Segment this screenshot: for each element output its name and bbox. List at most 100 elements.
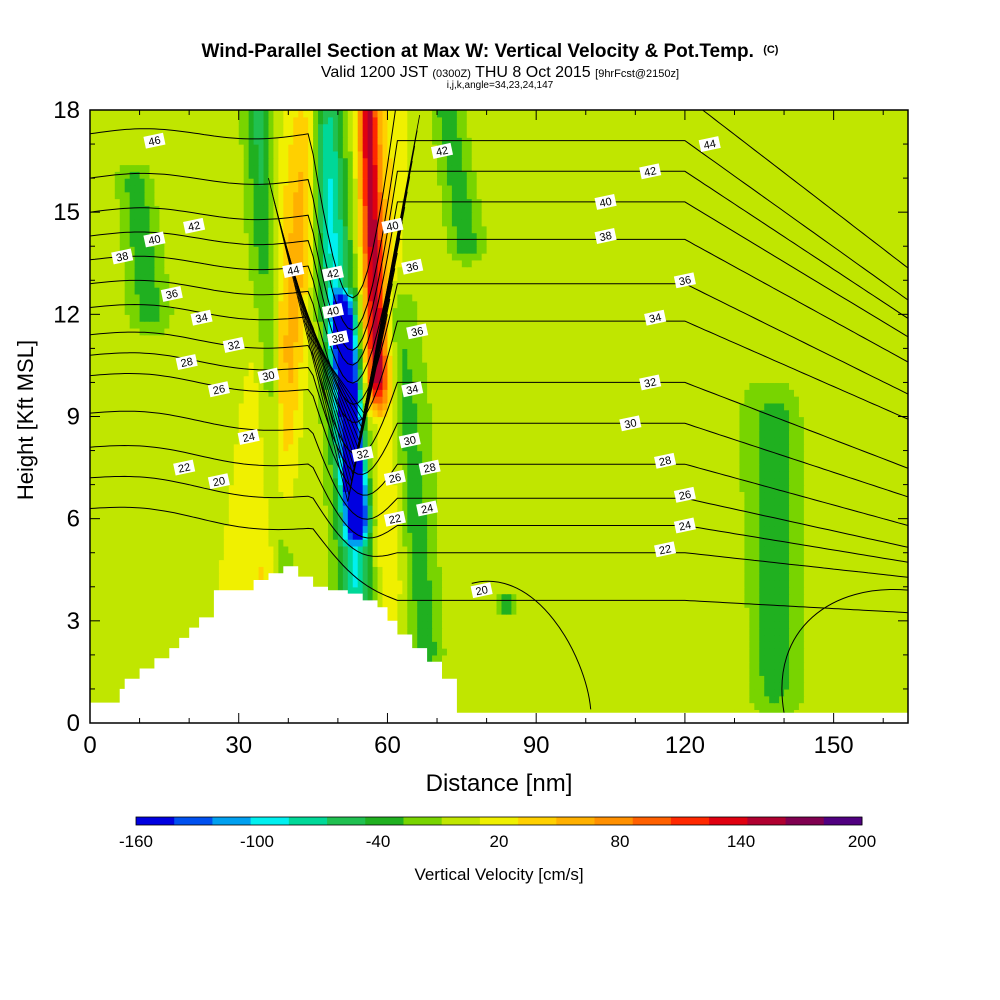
velocity-cell bbox=[570, 634, 577, 642]
velocity-cell bbox=[689, 539, 696, 547]
velocity-cell bbox=[714, 614, 721, 622]
velocity-cell bbox=[377, 586, 384, 595]
velocity-cell bbox=[199, 579, 205, 588]
velocity-cell bbox=[94, 525, 101, 533]
velocity-cell bbox=[114, 695, 121, 704]
velocity-cell bbox=[556, 579, 562, 588]
velocity-cell bbox=[233, 566, 240, 574]
velocity-cell bbox=[273, 559, 279, 567]
velocity-cell bbox=[858, 634, 864, 642]
velocity-cell bbox=[665, 518, 671, 527]
velocity-cell bbox=[759, 579, 765, 588]
velocity-cell bbox=[759, 695, 765, 704]
velocity-cell bbox=[382, 600, 389, 608]
velocity-cell bbox=[798, 579, 805, 588]
velocity-cell bbox=[199, 586, 205, 595]
velocity-cell bbox=[704, 627, 711, 636]
velocity-cell bbox=[437, 579, 443, 588]
velocity-cell bbox=[546, 634, 552, 642]
velocity-cell bbox=[625, 532, 631, 540]
velocity-cell bbox=[635, 518, 641, 527]
velocity-cell bbox=[184, 614, 190, 622]
velocity-cell bbox=[432, 545, 438, 554]
velocity-cell bbox=[154, 566, 161, 574]
velocity-cell bbox=[789, 525, 795, 533]
velocity-cell bbox=[422, 573, 428, 581]
velocity-cell bbox=[670, 702, 676, 710]
velocity-cell bbox=[560, 702, 567, 710]
velocity-cell bbox=[873, 641, 879, 649]
velocity-cell bbox=[184, 586, 190, 595]
velocity-cell bbox=[774, 661, 780, 670]
velocity-cell bbox=[843, 545, 850, 554]
velocity-cell bbox=[451, 525, 458, 533]
velocity-cell bbox=[427, 552, 433, 561]
velocity-cell bbox=[114, 661, 121, 670]
velocity-cell bbox=[417, 518, 423, 527]
velocity-cell bbox=[873, 648, 879, 656]
velocity-cell bbox=[149, 518, 156, 527]
velocity-cell bbox=[898, 518, 904, 527]
velocity-cell bbox=[327, 579, 334, 588]
velocity-cell bbox=[863, 525, 869, 533]
velocity-cell bbox=[699, 627, 706, 636]
velocity-cell bbox=[456, 620, 463, 629]
velocity-cell bbox=[883, 641, 889, 649]
velocity-cell bbox=[551, 668, 557, 676]
velocity-cell bbox=[883, 586, 889, 595]
velocity-cell bbox=[456, 539, 463, 547]
velocity-cell bbox=[595, 695, 602, 704]
velocity-cell bbox=[635, 593, 641, 601]
velocity-cell bbox=[759, 600, 765, 608]
velocity-cell bbox=[858, 688, 864, 697]
velocity-cell bbox=[471, 614, 478, 622]
velocity-cell bbox=[630, 586, 636, 595]
velocity-cell bbox=[149, 559, 156, 567]
velocity-cell bbox=[883, 634, 889, 642]
velocity-cell bbox=[818, 552, 825, 561]
velocity-cell bbox=[744, 552, 750, 561]
velocity-cell bbox=[789, 559, 795, 567]
velocity-cell bbox=[159, 593, 165, 601]
velocity-cell bbox=[595, 566, 602, 574]
velocity-cell bbox=[580, 593, 587, 601]
velocity-cell bbox=[476, 579, 483, 588]
velocity-cell bbox=[600, 566, 607, 574]
velocity-cell bbox=[719, 620, 726, 629]
velocity-cell bbox=[541, 593, 547, 601]
velocity-cell bbox=[466, 545, 473, 554]
velocity-cell bbox=[486, 661, 493, 670]
velocity-cell bbox=[516, 627, 522, 636]
velocity-cell bbox=[546, 545, 552, 554]
velocity-cell bbox=[129, 586, 136, 595]
velocity-cell bbox=[94, 593, 101, 601]
velocity-cell bbox=[769, 607, 775, 615]
velocity-cell bbox=[521, 539, 527, 547]
velocity-cell bbox=[878, 641, 884, 649]
velocity-cell bbox=[560, 668, 567, 676]
velocity-cell bbox=[853, 648, 860, 656]
velocity-cell bbox=[823, 682, 830, 690]
velocity-cell bbox=[793, 634, 800, 642]
velocity-cell bbox=[536, 566, 542, 574]
velocity-cell bbox=[501, 559, 508, 567]
velocity-cell bbox=[620, 518, 627, 527]
velocity-cell bbox=[94, 539, 101, 547]
velocity-cell bbox=[556, 525, 562, 533]
velocity-cell bbox=[808, 593, 815, 601]
velocity-cell bbox=[139, 545, 146, 554]
velocity-cell bbox=[139, 525, 146, 533]
velocity-cell bbox=[645, 532, 651, 540]
velocity-cell bbox=[813, 695, 820, 704]
velocity-cell bbox=[684, 586, 691, 595]
velocity-cell bbox=[174, 525, 180, 533]
velocity-cell bbox=[546, 579, 552, 588]
velocity-cell bbox=[551, 573, 557, 581]
velocity-cell bbox=[600, 634, 607, 642]
velocity-cell bbox=[684, 675, 691, 683]
velocity-cell bbox=[575, 552, 582, 561]
velocity-cell bbox=[640, 702, 646, 710]
velocity-cell bbox=[605, 593, 612, 601]
velocity-cell bbox=[189, 511, 195, 520]
velocity-cell bbox=[749, 614, 755, 622]
